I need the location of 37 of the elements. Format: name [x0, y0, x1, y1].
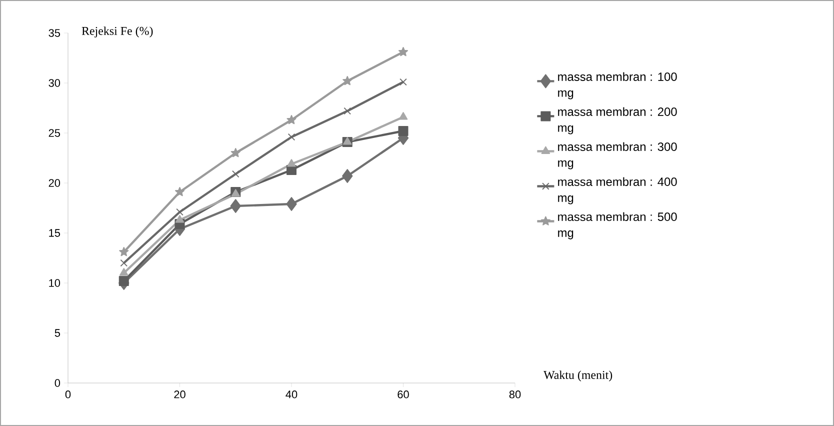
y-tick-label: 20: [48, 179, 60, 187]
point: [232, 170, 240, 178]
y-axis-title: Rejeksi Fe (%): [82, 26, 153, 38]
point: [398, 112, 408, 120]
point: [175, 215, 184, 223]
x-tick-label: 0: [65, 390, 71, 398]
point: [286, 115, 296, 124]
point: [230, 199, 242, 213]
point: [342, 76, 352, 86]
point: [344, 107, 352, 115]
point: [119, 268, 128, 276]
x-axis-title: Waktu (menit): [544, 370, 612, 382]
point: [342, 169, 353, 183]
point: [286, 197, 297, 211]
point: [118, 276, 129, 286]
y-tick-label: 25: [48, 129, 60, 137]
y-tick-label: 10: [49, 279, 60, 287]
point: [230, 148, 240, 158]
point: [400, 78, 407, 86]
point: [398, 47, 408, 56]
y-tick-label: 35: [48, 29, 60, 37]
x-tick-label: 40: [286, 390, 298, 398]
x-tick-label: 80: [509, 390, 521, 398]
y-tick-label: 0: [54, 379, 60, 387]
x-tick-label: 20: [174, 390, 186, 398]
point: [120, 259, 128, 267]
point: [398, 126, 408, 136]
point: [288, 133, 296, 141]
point: [174, 187, 185, 196]
y-tick-label: 5: [54, 329, 60, 337]
legend-label: massa membran : 500 mg: [558, 212, 677, 240]
y-tick-label: 30: [48, 79, 60, 87]
point: [287, 159, 296, 167]
y-tick-label: 15: [49, 229, 60, 237]
point: [119, 247, 129, 256]
x-tick-label: 60: [398, 390, 409, 398]
point: [176, 208, 184, 216]
